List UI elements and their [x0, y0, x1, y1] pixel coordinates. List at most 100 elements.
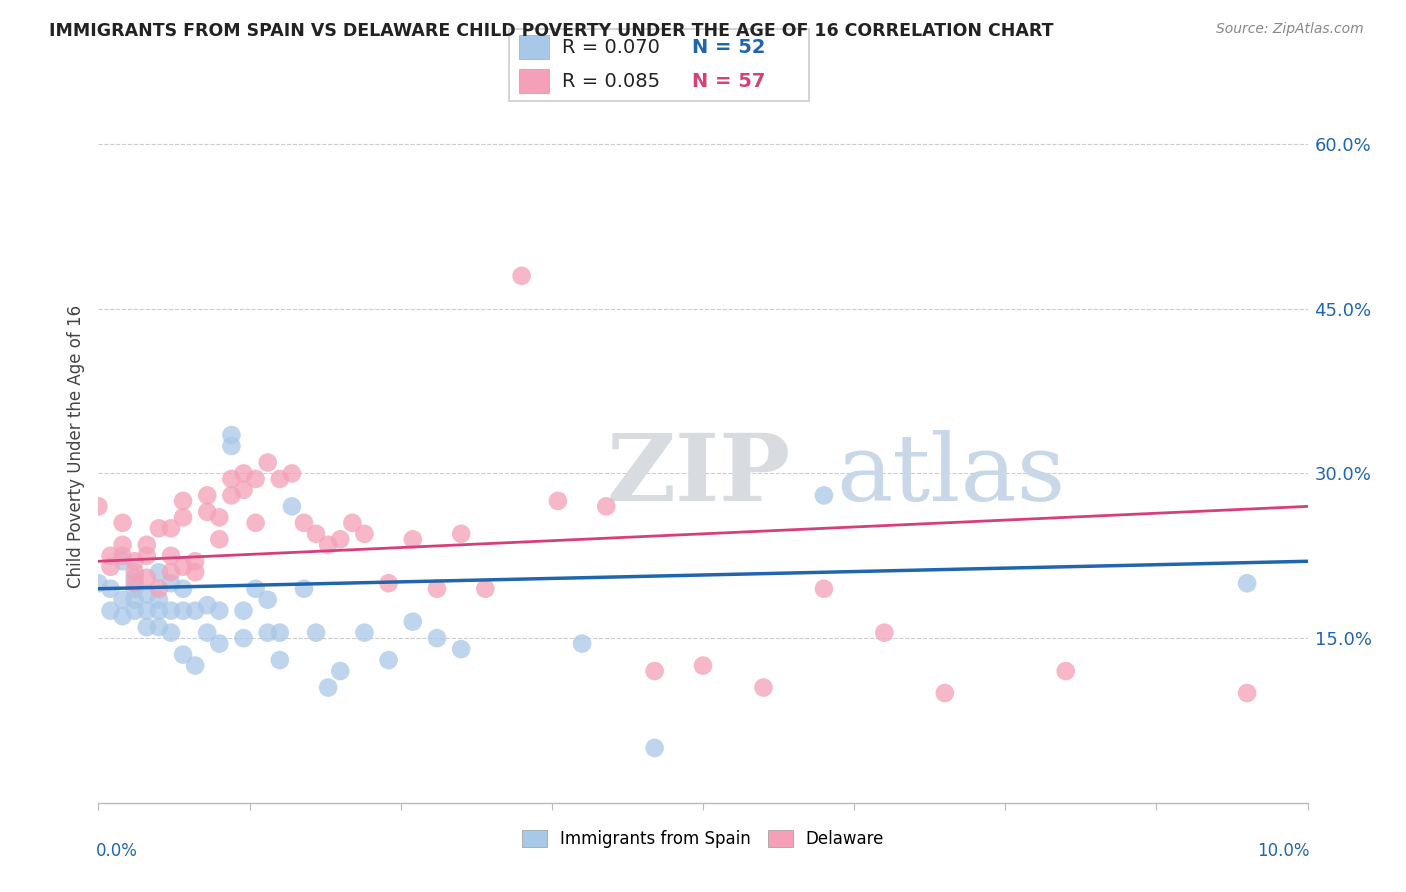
- Point: [111, 554, 134, 568]
- Point: [402, 533, 425, 547]
- Point: [1236, 576, 1258, 591]
- Point: [281, 500, 304, 514]
- Point: [100, 549, 122, 563]
- Point: [160, 576, 183, 591]
- Point: [148, 592, 170, 607]
- Point: [195, 625, 218, 640]
- Y-axis label: Child Poverty Under the Age of 16: Child Poverty Under the Age of 16: [66, 304, 84, 588]
- Point: [160, 566, 183, 580]
- Point: [232, 631, 254, 645]
- Point: [160, 604, 183, 618]
- Point: [450, 642, 472, 657]
- Point: [124, 592, 146, 607]
- Point: [87, 576, 110, 591]
- Point: [172, 648, 194, 662]
- Point: [752, 681, 775, 695]
- Point: [160, 549, 183, 563]
- Point: [135, 571, 157, 585]
- Point: [221, 439, 243, 453]
- Point: [450, 526, 472, 541]
- Point: [221, 472, 243, 486]
- Point: [124, 604, 146, 618]
- Point: [148, 620, 170, 634]
- Point: [135, 587, 157, 601]
- Point: [111, 538, 134, 552]
- Point: [135, 604, 157, 618]
- Point: [184, 604, 207, 618]
- Point: [292, 516, 315, 530]
- Point: [329, 664, 352, 678]
- Point: [160, 521, 183, 535]
- Point: [245, 582, 267, 596]
- Point: [148, 521, 170, 535]
- Point: [172, 604, 194, 618]
- Point: [402, 615, 425, 629]
- Bar: [519, 70, 550, 94]
- Point: [195, 505, 218, 519]
- Point: [813, 582, 835, 596]
- Bar: [519, 35, 550, 60]
- Point: [124, 582, 146, 596]
- Point: [644, 740, 666, 755]
- Point: [342, 516, 364, 530]
- Point: [644, 664, 666, 678]
- Text: 10.0%: 10.0%: [1257, 842, 1310, 860]
- Point: [221, 428, 243, 442]
- Point: [571, 637, 593, 651]
- Point: [269, 653, 291, 667]
- Point: [184, 566, 207, 580]
- Point: [148, 604, 170, 618]
- Text: R = 0.070: R = 0.070: [562, 37, 659, 57]
- Point: [426, 631, 449, 645]
- Point: [221, 488, 243, 502]
- Point: [1054, 664, 1077, 678]
- Point: [873, 625, 896, 640]
- Point: [256, 592, 278, 607]
- Point: [124, 571, 146, 585]
- Point: [377, 653, 399, 667]
- Point: [292, 582, 315, 596]
- Point: [256, 625, 278, 640]
- Point: [124, 576, 146, 591]
- Point: [172, 494, 194, 508]
- Point: [474, 582, 496, 596]
- Point: [245, 516, 267, 530]
- Point: [269, 625, 291, 640]
- Point: [269, 472, 291, 486]
- Legend: Immigrants from Spain, Delaware: Immigrants from Spain, Delaware: [515, 823, 891, 855]
- Point: [426, 582, 449, 596]
- Point: [87, 500, 110, 514]
- Point: [245, 472, 267, 486]
- Point: [1236, 686, 1258, 700]
- Point: [329, 533, 352, 547]
- FancyBboxPatch shape: [509, 29, 810, 101]
- Point: [160, 625, 183, 640]
- Text: R = 0.085: R = 0.085: [562, 72, 659, 91]
- Point: [184, 658, 207, 673]
- Point: [111, 609, 134, 624]
- Point: [195, 488, 218, 502]
- Point: [135, 620, 157, 634]
- Point: [510, 268, 533, 283]
- Point: [124, 554, 146, 568]
- Point: [813, 488, 835, 502]
- Point: [100, 559, 122, 574]
- Point: [208, 510, 231, 524]
- Point: [208, 604, 231, 618]
- Text: Source: ZipAtlas.com: Source: ZipAtlas.com: [1216, 22, 1364, 37]
- Point: [172, 559, 194, 574]
- Text: 0.0%: 0.0%: [96, 842, 138, 860]
- Point: [232, 467, 254, 481]
- Point: [208, 637, 231, 651]
- Point: [305, 625, 328, 640]
- Point: [305, 526, 328, 541]
- Point: [595, 500, 617, 514]
- Point: [124, 566, 146, 580]
- Point: [547, 494, 569, 508]
- Text: IMMIGRANTS FROM SPAIN VS DELAWARE CHILD POVERTY UNDER THE AGE OF 16 CORRELATION : IMMIGRANTS FROM SPAIN VS DELAWARE CHILD …: [49, 22, 1053, 40]
- Point: [256, 455, 278, 469]
- Point: [135, 549, 157, 563]
- Point: [148, 566, 170, 580]
- Point: [135, 538, 157, 552]
- Point: [934, 686, 956, 700]
